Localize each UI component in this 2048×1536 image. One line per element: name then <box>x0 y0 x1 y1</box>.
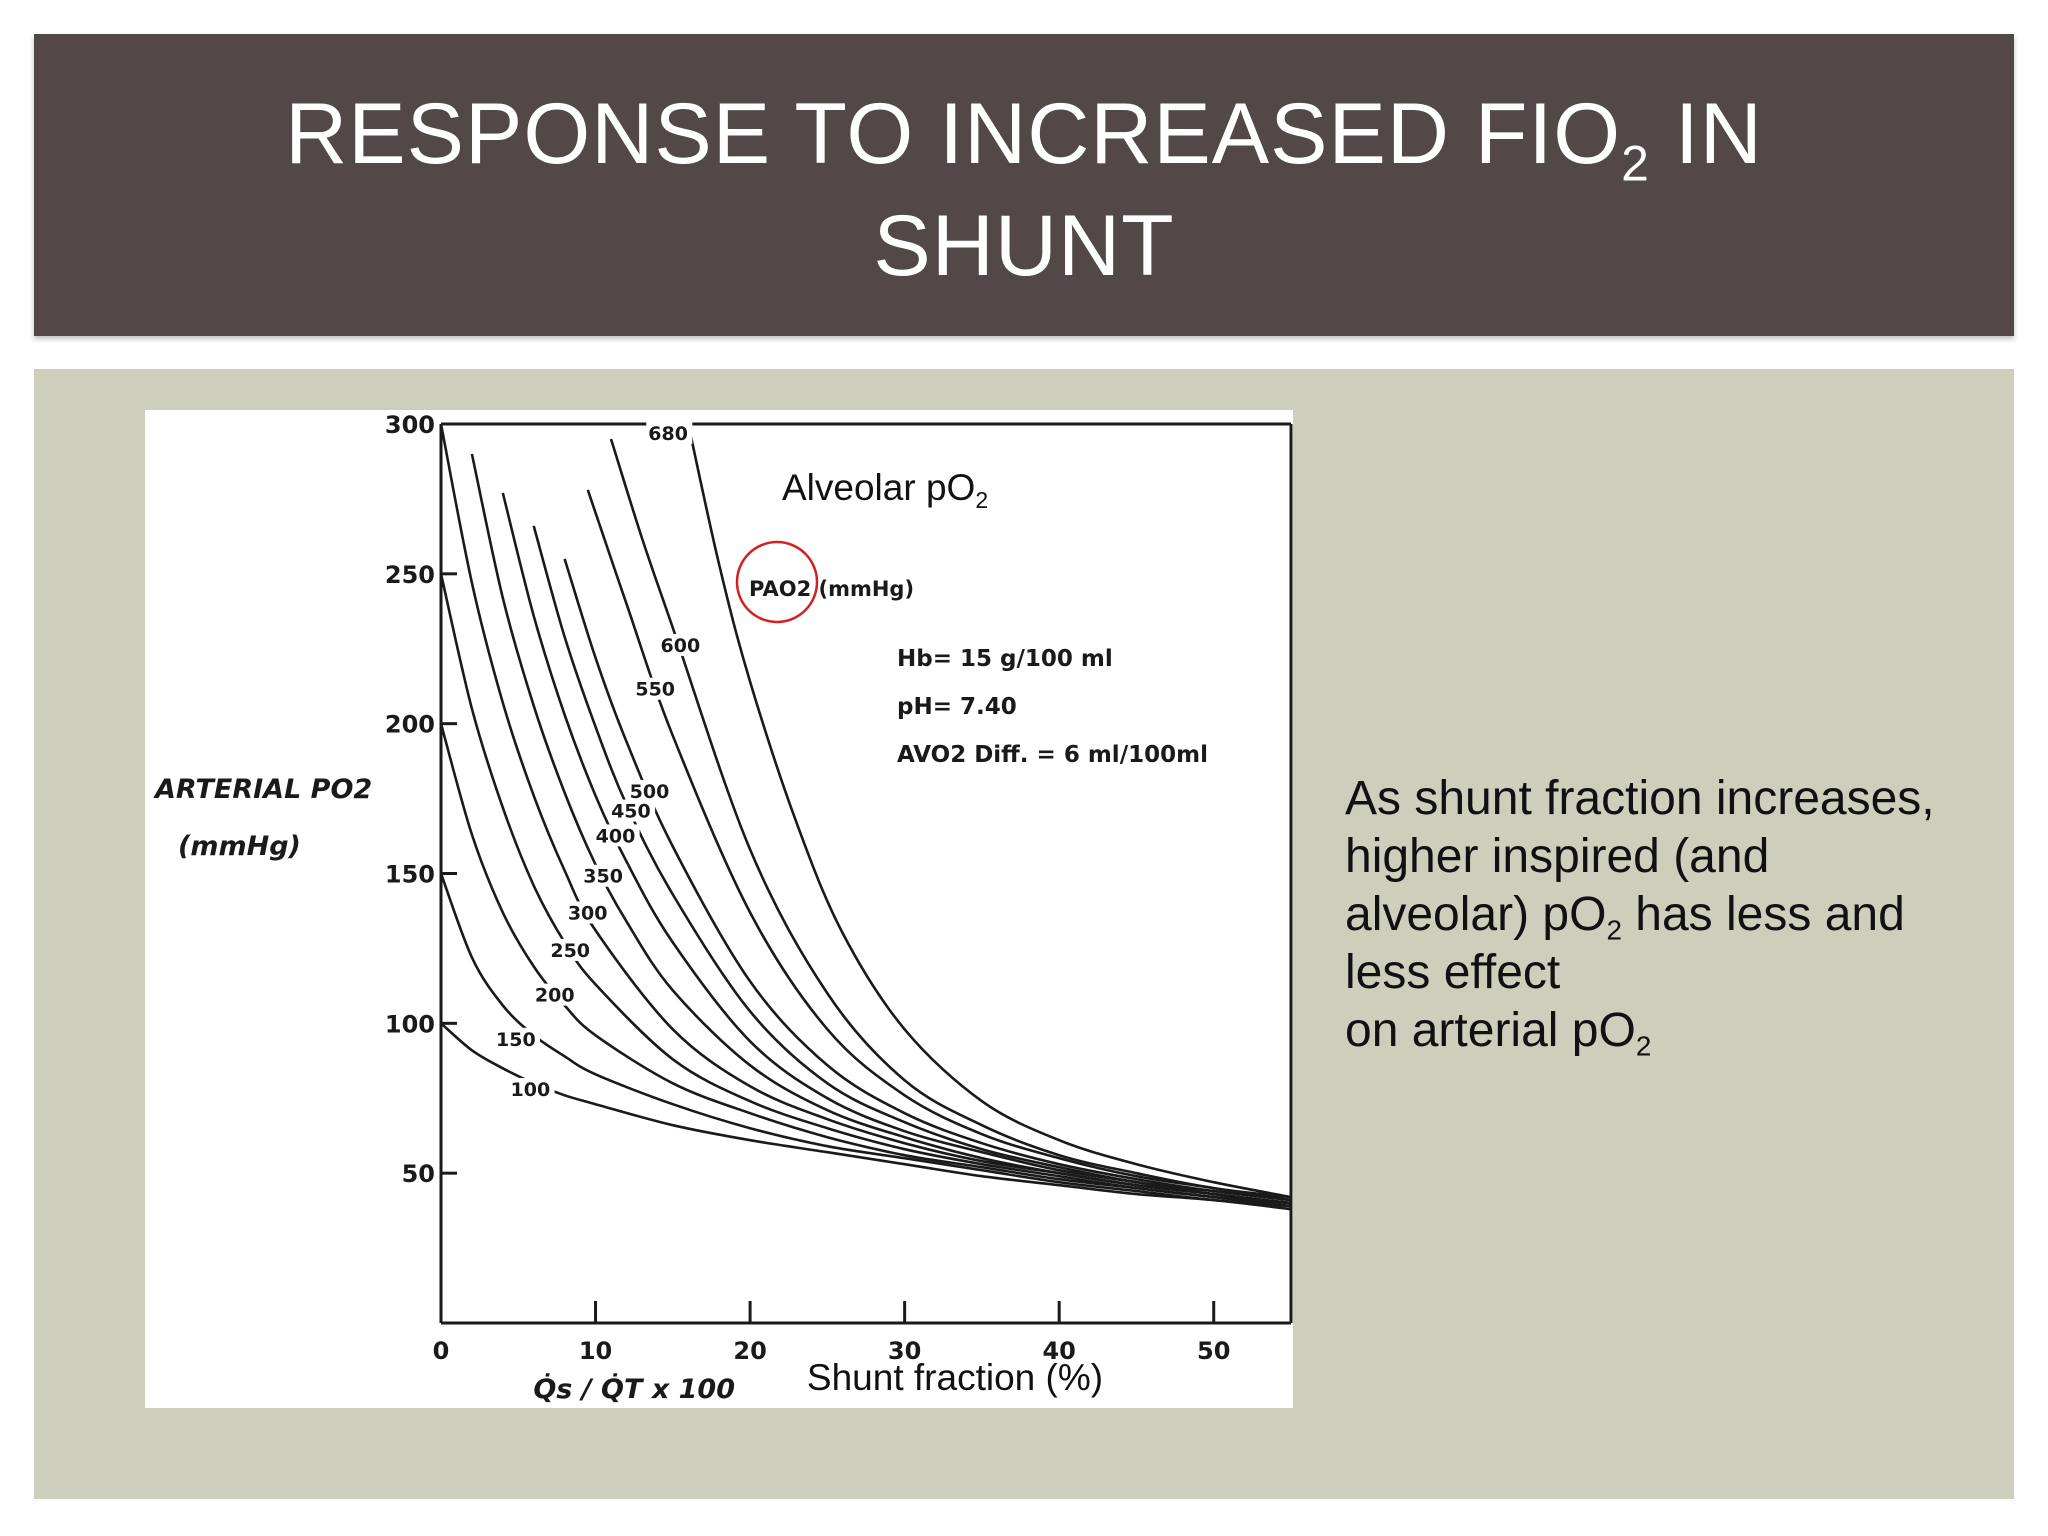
x-tick-label: 50 <box>1197 1337 1230 1365</box>
curve-label-bg <box>532 983 579 1006</box>
curve-pao2-300 <box>441 424 1291 1205</box>
y-tick-label: 300 <box>385 411 435 439</box>
curve-label-250: 250 <box>550 940 590 962</box>
y-tick-label: 200 <box>385 711 435 739</box>
curve-label-bg <box>627 780 674 803</box>
curve-label-bg <box>494 1027 540 1050</box>
curve-pao2-150 <box>441 873 1291 1208</box>
chart-image: 50 100 150 200 250 300 0 10 20 30 40 50 100 150 200 250… <box>145 410 1293 1408</box>
curve-label-bg <box>646 421 693 444</box>
curve-pao2-200 <box>441 723 1291 1208</box>
curve-label-150: 150 <box>496 1029 536 1051</box>
legend-title: PAO2 (mmHg) <box>749 577 914 601</box>
y-tick-label: 250 <box>385 561 435 589</box>
curve-label-bg <box>593 824 640 847</box>
x-tick-label: 0 <box>433 1337 450 1365</box>
y-tick-label: 100 <box>385 1010 435 1038</box>
curve-label-bg <box>609 799 656 822</box>
curve-label-200: 200 <box>535 985 575 1007</box>
title-subscript: 2 <box>1621 135 1650 192</box>
shunt-fraction-label: Shunt fraction (%) <box>807 1357 1103 1398</box>
x-axis-label: Q̇s / Q̇T x 100 <box>533 1373 735 1405</box>
curve-label-500: 500 <box>630 781 670 803</box>
x-tick-label: 30 <box>888 1337 921 1365</box>
curve-label-bg <box>548 938 595 961</box>
annotation-ph: pH= 7.40 <box>897 694 1017 720</box>
y-axis-label-line2: (mmHg) <box>178 831 301 862</box>
curve-label-300: 300 <box>568 902 608 924</box>
curve-label-bg <box>581 864 628 887</box>
curve-pao2-600 <box>609 438 1291 1199</box>
title-after-text: IN <box>1649 86 1763 182</box>
x-tick-label: 20 <box>733 1337 766 1365</box>
title-bar: RESPONSE TO INCREASED FIO2 IN SHUNT <box>34 34 2014 336</box>
curve-label-550: 550 <box>635 679 675 701</box>
annotation-avo2: AVO2 Diff. = 6 ml/100ml <box>897 742 1208 768</box>
curve-pao2-350 <box>470 453 1291 1205</box>
curve-pao2-100 <box>441 1022 1291 1211</box>
curve-label-600: 600 <box>661 635 701 657</box>
curve-label-bg <box>658 633 705 656</box>
curve-label-100: 100 <box>511 1079 551 1101</box>
curve-label-bg <box>633 677 680 700</box>
highlight-circle <box>735 540 819 624</box>
explanation-line-1: As shunt fraction increases, <box>1345 772 1935 825</box>
x-tick-label: 10 <box>579 1337 612 1365</box>
explanation-text: As shunt fraction increases, higher insp… <box>1345 770 2005 1060</box>
alveolar-po2-label: Alveolar pO2 <box>782 467 988 513</box>
explanation-line-2: higher inspired (and <box>1345 830 1770 883</box>
curve-label-400: 400 <box>596 825 636 847</box>
curve-label-bg <box>508 1078 555 1101</box>
slide-title: RESPONSE TO INCREASED FIO2 IN SHUNT <box>285 78 1763 302</box>
curve-pao2-680 <box>687 424 1291 1199</box>
title-main-text: RESPONSE TO INCREASED FIO <box>285 86 1622 182</box>
y-axis-label-line1: ARTERIAL PO2 <box>153 774 372 805</box>
explanation-line-3: alveolar) pO2 has less and <box>1345 888 1905 946</box>
curve-pao2-250 <box>441 573 1291 1205</box>
curve-pao2-450 <box>532 525 1291 1202</box>
curve-label-350: 350 <box>583 866 623 888</box>
explanation-line-5: on arterial pO2 <box>1345 1004 1652 1062</box>
y-tick-label: 150 <box>385 861 435 889</box>
curve-label-680: 680 <box>648 423 688 445</box>
explanation-line-4: less effect <box>1345 946 1561 999</box>
curves-group <box>441 424 1291 1211</box>
shunt-chart: 50 100 150 200 250 300 0 10 20 30 40 50 100 150 200 250… <box>153 411 1293 1405</box>
x-tick-label: 40 <box>1042 1337 1075 1365</box>
title-line-2: SHUNT <box>873 198 1175 294</box>
curve-label-bg <box>565 901 612 924</box>
curve-label-450: 450 <box>611 801 651 823</box>
y-tick-label: 50 <box>402 1160 435 1188</box>
curve-pao2-500 <box>563 558 1291 1202</box>
annotation-hb: Hb= 15 g/100 ml <box>897 646 1113 672</box>
